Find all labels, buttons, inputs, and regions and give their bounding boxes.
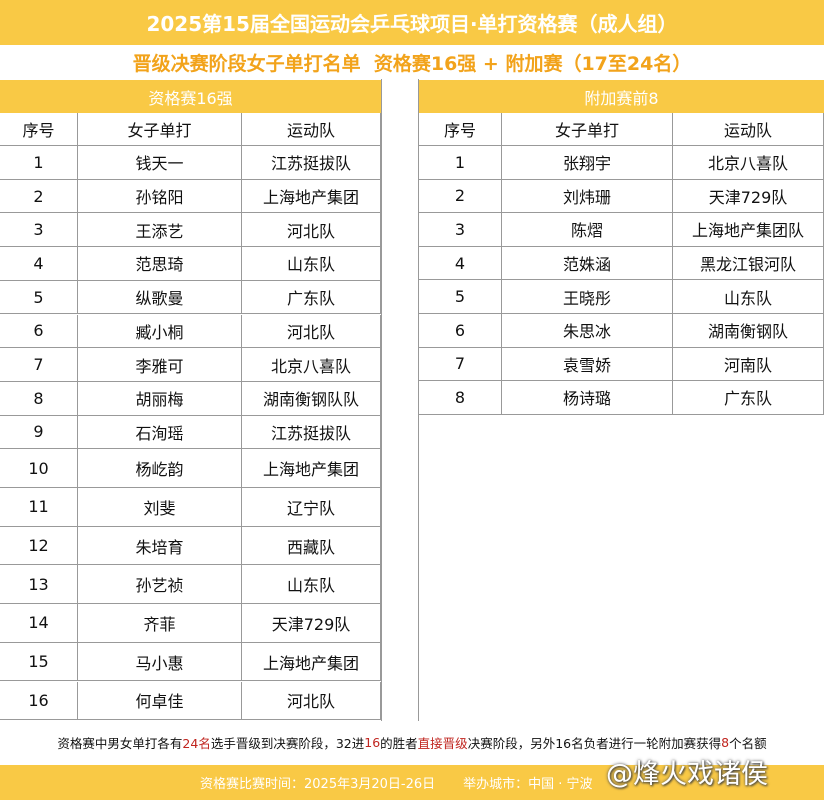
table-cell: 10	[0, 449, 78, 488]
table-cell: 河北队	[242, 681, 381, 721]
table-cell: 朱思冰	[502, 314, 673, 348]
table-cell: 袁雪娇	[502, 347, 673, 382]
table-title: 附加赛前8	[419, 80, 824, 113]
table-cell: 西藏队	[242, 526, 381, 566]
table-cell: 上海地产集团	[242, 449, 381, 488]
note-segment: 决赛阶段，另外16名负者进行一轮附加赛获得	[467, 735, 722, 751]
table-cell: 5	[419, 280, 502, 314]
table-cell: 范思琦	[78, 247, 242, 281]
column-header: 女子单打	[78, 113, 242, 146]
table-cell: 4	[419, 246, 502, 281]
table-cell: 湖南衡钢队队	[242, 381, 381, 416]
table-cell: 6	[0, 314, 78, 349]
table-cell: 石洵瑶	[78, 415, 242, 450]
table-cell: 天津729队	[673, 179, 824, 214]
table-cell: 纵歌曼	[78, 280, 242, 315]
table-cell: 山东队	[242, 565, 381, 605]
note-segment: 资格赛中男女单打各有	[57, 735, 183, 751]
table-cell: 王晓彤	[502, 280, 673, 314]
table-cell: 河北队	[242, 213, 381, 248]
table-cell: 5	[0, 280, 78, 315]
table-cell: 河北队	[242, 314, 381, 349]
table-cell: 刘炜珊	[502, 179, 673, 214]
table-cell: 12	[0, 526, 78, 566]
table-cell: 广东队	[673, 381, 824, 415]
note-segment: 个名额	[729, 735, 767, 751]
table-cell: 江苏挺拔队	[242, 415, 381, 450]
table-cell: 14	[0, 604, 78, 643]
table-cell: 广东队	[242, 280, 381, 315]
column-header: 序号	[419, 113, 502, 146]
table-cell: 天津729队	[242, 604, 381, 643]
footer: 资格赛比赛时间：2025年3月20日-26日 举办城市：中国 · 宁波	[0, 765, 824, 800]
note-segment: 直接晋级	[417, 735, 468, 751]
table-cell: 1	[0, 146, 78, 180]
table-cell: 上海地产集团	[242, 642, 381, 682]
note-segment: 8	[721, 734, 730, 750]
table-cell: 湖南衡钢队	[673, 314, 824, 348]
table-cell: 上海地产集团	[242, 179, 381, 214]
title: 2025第15届全国运动会乒乓球项目·单打资格赛（成人组）	[0, 0, 824, 45]
dates: 资格赛比赛时间：2025年3月20日-26日	[200, 777, 436, 792]
table-cell: 11	[0, 488, 78, 527]
watermark: @烽火戏诸侯	[606, 759, 768, 790]
table-cell: 7	[0, 348, 78, 382]
table-cell: 刘斐	[78, 488, 242, 527]
table-cell: 13	[0, 565, 78, 605]
table-cell: 河南队	[673, 347, 824, 382]
table-cell: 7	[419, 347, 502, 382]
table-cell: 8	[419, 381, 502, 415]
table-cell: 黑龙江银河队	[673, 246, 824, 281]
table-cell: 孙铭阳	[78, 179, 242, 214]
note-segment: 24名	[182, 735, 211, 751]
table-cell: 3	[419, 213, 502, 247]
column-header: 女子单打	[502, 113, 673, 146]
table-cell: 陈熠	[502, 213, 673, 247]
table-cell: 北京八喜队	[673, 146, 824, 180]
table-cell: 北京八喜队	[242, 348, 381, 382]
note-segment: 16	[364, 734, 381, 750]
divider	[381, 79, 419, 721]
table-cell: 2	[419, 179, 502, 214]
table-cell: 上海地产集团队	[673, 213, 824, 247]
column-header: 序号	[0, 113, 78, 146]
table-cell: 范姝涵	[502, 246, 673, 281]
table-cell: 孙艺祯	[78, 565, 242, 605]
table-cell: 9	[0, 415, 78, 450]
table-cell: 江苏挺拔队	[242, 146, 381, 180]
table-cell: 钱天一	[78, 146, 242, 180]
table-cell: 李雅可	[78, 348, 242, 382]
table-cell: 山东队	[673, 280, 824, 314]
table-cell: 辽宁队	[242, 488, 381, 527]
table-cell: 16	[0, 681, 78, 721]
table-cell: 山东队	[242, 247, 381, 281]
table-cell: 张翔宇	[502, 146, 673, 180]
table-cell: 8	[0, 381, 78, 416]
table-cell: 杨诗璐	[502, 381, 673, 415]
table-cell: 臧小桐	[78, 314, 242, 349]
table-cell: 齐菲	[78, 604, 242, 643]
table-cell: 马小惠	[78, 642, 242, 682]
table-cell: 胡丽梅	[78, 381, 242, 416]
table-cell: 15	[0, 642, 78, 682]
city: 举办城市：中国 · 宁波	[463, 777, 593, 792]
table-cell: 6	[419, 314, 502, 348]
note-segment: 选手晋级到决赛阶段，32进	[210, 735, 365, 751]
column-header: 运动队	[242, 113, 381, 146]
table-cell: 1	[419, 146, 502, 180]
table-title: 资格赛16强	[0, 80, 381, 113]
note-segment: 的胜者	[380, 735, 418, 751]
table-cell: 3	[0, 213, 78, 248]
table-cell: 2	[0, 179, 78, 214]
table-cell: 杨屹韵	[78, 449, 242, 488]
table-cell: 王添艺	[78, 213, 242, 248]
table-cell: 4	[0, 247, 78, 281]
table-cell: 何卓佳	[78, 681, 242, 721]
table-cell: 朱培育	[78, 526, 242, 566]
column-header: 运动队	[673, 113, 824, 146]
subtitle: 晋级决赛阶段女子单打名单 资格赛16强 + 附加赛（17至24名）	[132, 52, 692, 75]
note: 资格赛中男女单打各有 24名 选手晋级到决赛阶段，32进 16 的胜者 直接晋级 决赛阶段，…	[0, 728, 824, 756]
